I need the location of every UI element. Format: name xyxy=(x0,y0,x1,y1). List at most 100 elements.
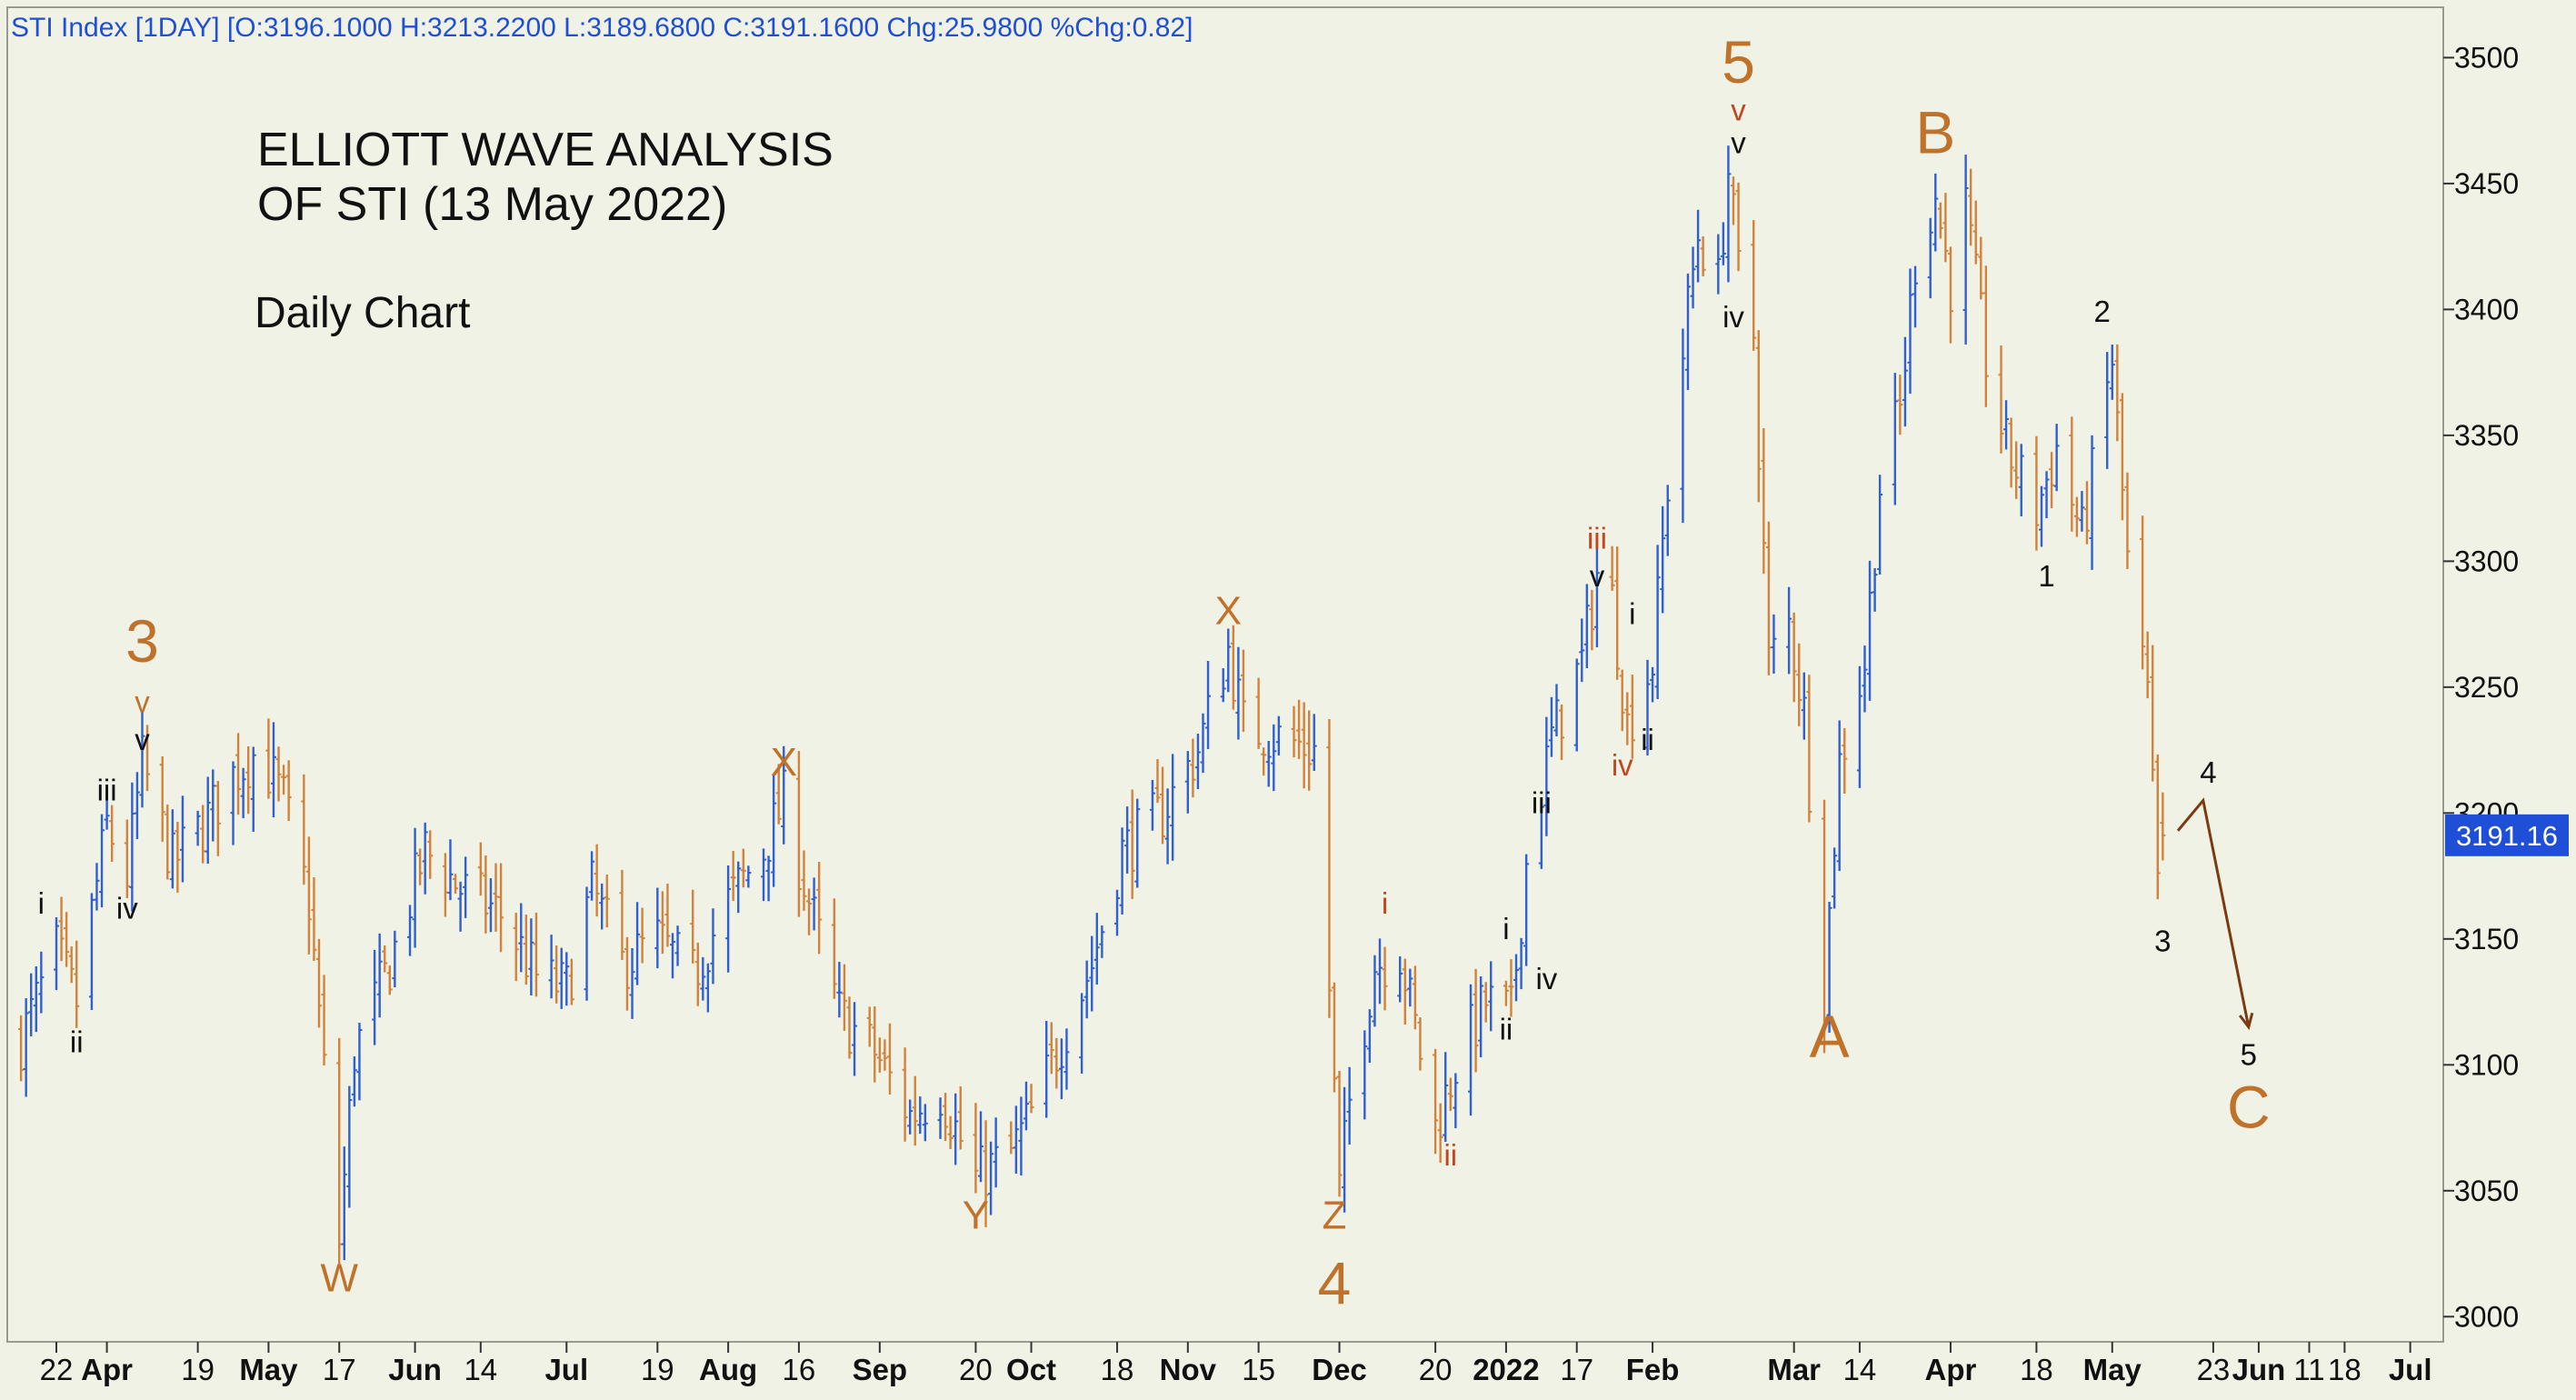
ohlc-bar xyxy=(2043,471,2050,519)
ohlc-bar xyxy=(453,874,459,894)
wave-label: v xyxy=(1590,559,1605,593)
ohlc-bar xyxy=(548,935,554,999)
wave-label: ii xyxy=(70,1025,84,1058)
ohlc-bar xyxy=(1660,505,1666,614)
ohlc-bar xyxy=(2114,344,2121,442)
ohlc-bar xyxy=(1376,938,1383,1005)
ohlc-bar xyxy=(801,850,807,911)
ohlc-bar xyxy=(2154,754,2161,900)
ohlc-bar xyxy=(1508,959,1514,1017)
ohlc-bar xyxy=(477,842,484,896)
ohlc-bar xyxy=(1013,1105,1019,1174)
ohlc-bar xyxy=(1453,1073,1459,1129)
ohlc-bar xyxy=(1194,734,1201,790)
ohlc-bar xyxy=(710,908,716,985)
ohlc-bar xyxy=(240,767,246,818)
wave-label: i xyxy=(1503,912,1509,945)
ohlc-bar xyxy=(1735,182,1742,272)
y-tick-label: 3500 xyxy=(2454,41,2519,74)
ohlc-bar xyxy=(761,848,767,902)
wave-label: iv xyxy=(1612,748,1633,782)
ohlc-bar xyxy=(523,915,529,985)
ohlc-bar xyxy=(1796,643,1802,726)
ohlc-bar xyxy=(1872,567,1878,612)
ohlc-bar xyxy=(159,755,165,842)
ohlc-bar xyxy=(846,996,853,1059)
x-tick-label: 17 xyxy=(1560,1353,1593,1386)
ohlc-bar xyxy=(664,883,671,947)
ohlc-bar xyxy=(124,819,130,899)
projection-arrowhead xyxy=(2238,1012,2254,1031)
ohlc-bar xyxy=(145,725,151,792)
ohlc-bar xyxy=(356,1022,363,1101)
ohlc-bar xyxy=(1129,789,1135,899)
ohlc-bar xyxy=(983,1120,989,1227)
ohlc-bar xyxy=(1978,236,1984,300)
ohlc-bar xyxy=(922,1104,928,1142)
ohlc-bar xyxy=(836,962,843,1018)
x-tick-label: Feb xyxy=(1626,1353,1680,1386)
ohlc-bar xyxy=(2079,491,2085,532)
wave-label: 1 xyxy=(2038,559,2054,593)
ohlc-bar xyxy=(1998,345,2004,454)
ohlc-bar xyxy=(1867,560,1873,701)
ohlc-bar xyxy=(215,780,221,856)
ohlc-bar xyxy=(1043,1021,1050,1118)
ohlc-bar xyxy=(1164,788,1171,865)
x-tick-label: 15 xyxy=(1242,1353,1275,1386)
ohlc-bar xyxy=(1271,724,1277,792)
ohlc-bar xyxy=(1079,993,1085,1074)
ohlc-bar xyxy=(957,1085,964,1150)
ohlc-bar xyxy=(866,1006,873,1047)
ohlc-bar xyxy=(765,855,772,902)
ohlc-bar xyxy=(2049,452,2055,508)
ohlc-bar xyxy=(336,1037,343,1265)
ohlc-bar xyxy=(740,848,746,888)
wave-label: C xyxy=(2227,1074,2271,1141)
ohlc-bar xyxy=(953,1093,959,1165)
ohlc-bar xyxy=(781,745,787,845)
ohlc-bar xyxy=(1447,1077,1453,1112)
ohlc-bar xyxy=(1483,982,1489,1023)
chart-header: STI Index [1DAY] [O:3196.1000 H:3213.220… xyxy=(11,13,1193,43)
ohlc-bar xyxy=(1968,168,1974,246)
ohlc-bar xyxy=(321,975,327,1065)
ohlc-bar xyxy=(341,1146,347,1261)
ohlc-bar xyxy=(1023,1081,1029,1131)
ohlc-bar xyxy=(811,877,817,931)
ohlc-bar xyxy=(1730,176,1736,225)
ohlc-bar xyxy=(1513,954,1520,1002)
ohlc-bar xyxy=(1654,545,1661,699)
ohlc-bar xyxy=(629,948,635,1019)
ohlc-bar xyxy=(1407,968,1413,1007)
ohlc-bar xyxy=(771,775,777,887)
ohlc-bar xyxy=(1932,173,1939,252)
ohlc-bar xyxy=(346,1085,353,1208)
ohlc-bar xyxy=(372,949,378,1045)
ohlc-bar xyxy=(1836,720,1842,872)
x-tick-label: 11 xyxy=(2293,1353,2324,1386)
ohlc-bar xyxy=(301,774,307,885)
wave-label: v xyxy=(1731,126,1746,160)
ohlc-bar xyxy=(2144,631,2151,699)
ohlc-bar xyxy=(210,769,216,842)
wave-label: 3 xyxy=(125,607,159,675)
ohlc-bar xyxy=(427,830,434,879)
ohlc-bar xyxy=(1261,747,1267,776)
ohlc-bar xyxy=(1306,710,1313,791)
ohlc-bar xyxy=(1538,798,1544,869)
ohlc-bar xyxy=(382,945,388,973)
ohlc-bar xyxy=(1907,268,1913,395)
ohlc-bar xyxy=(1235,646,1242,740)
x-tick-label: May xyxy=(2083,1353,2142,1386)
ohlc-bar xyxy=(1553,684,1560,737)
ohlc-bar xyxy=(775,764,782,825)
ohlc-bar xyxy=(568,958,574,1005)
ohlc-bar xyxy=(1761,427,1767,575)
ohlc-bar xyxy=(1053,1037,1060,1089)
ohlc-bar xyxy=(902,1047,908,1142)
wave-label: iv xyxy=(1722,300,1744,334)
ohlc-bar xyxy=(1786,586,1792,675)
ohlc-bar xyxy=(1589,589,1595,651)
ohlc-bar xyxy=(690,889,696,964)
